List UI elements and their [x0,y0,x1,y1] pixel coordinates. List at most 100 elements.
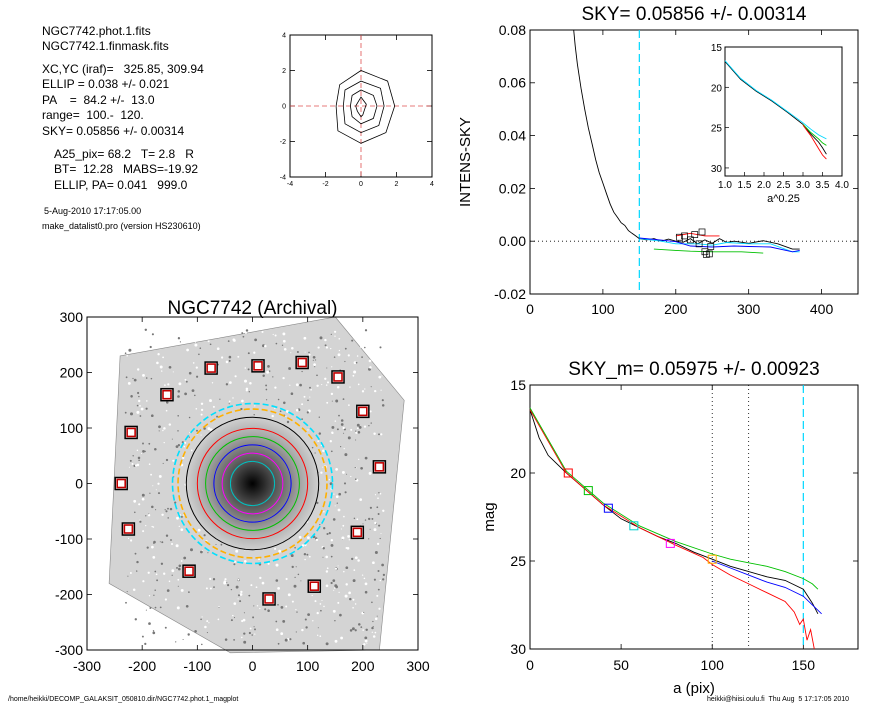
image-speck [149,345,152,349]
image-speck [230,619,233,622]
image-speck [362,629,365,631]
image-speck [188,416,191,419]
image-speck [171,574,173,576]
sky-box-outer-10 [307,579,322,593]
image-speck [344,453,348,457]
image-speck [159,365,163,369]
image-speck [317,634,319,636]
image-speck [253,413,255,416]
image-speck [168,580,171,583]
contour-ytick-label: 0 [282,103,286,110]
isophote-ring-0 [171,402,334,565]
mag-xtick-label: 150 [792,657,816,673]
image-speck [348,404,350,406]
image-speck [315,538,319,542]
image-speck [148,595,151,597]
image-speck [317,440,320,442]
sky-box-inner-10 [309,581,320,591]
sky-box-outer-3 [331,370,345,384]
image-speck [242,335,245,338]
image-speck [177,430,179,432]
image-speck [138,459,140,462]
image-speck [142,374,145,377]
sky-ytick-label: 0.04 [499,128,526,144]
inset-series-2 [802,124,827,160]
image-speck [337,353,341,357]
image-speck [360,331,363,334]
image-speck [282,332,286,336]
image-speck [376,615,378,617]
image-speck [127,381,131,385]
image-speck [156,579,159,582]
image-speck [338,349,341,352]
image-speck [330,581,333,585]
image-speck [174,624,177,627]
image-speck [165,534,169,537]
image-speck [159,541,161,543]
image-ytick-label: -100 [55,531,83,547]
image-speck [200,408,204,412]
image-speck [326,532,329,536]
image-speck [334,335,336,337]
inset-ytick-label: 20 [711,83,723,94]
image-speck [363,577,366,580]
image-speck [382,578,385,581]
image-speck [207,552,209,554]
image-speck [139,629,141,631]
image-speck [252,616,255,619]
image-speck [376,594,379,597]
image-speck [356,423,360,427]
image-speck [313,363,316,366]
image-speck [194,629,197,633]
image-speck [361,390,365,393]
image-speck [144,328,147,331]
image-speck [364,456,368,460]
image-speck [156,361,159,365]
image-speck [331,400,333,402]
image-speck [145,407,148,410]
image-speck [141,493,145,497]
image-speck [178,564,182,568]
image-speck [323,605,325,608]
image-speck [224,638,228,641]
image-speck [134,464,138,467]
image-speck [200,413,203,416]
image-speck [379,492,382,495]
image-speck [188,371,192,375]
image-speck [334,567,338,570]
image-speck [183,556,187,560]
image-speck [200,402,204,406]
image-speck [212,578,216,581]
image-speck [347,354,350,357]
image-speck [244,331,247,334]
image-speck [177,337,181,340]
image-speck [319,635,322,637]
image-speck [128,348,132,352]
image-speck [172,371,174,373]
image-speck [378,524,381,527]
image-speck [171,569,175,573]
image-speck [243,559,247,563]
image-speck [248,631,252,635]
image-speck [151,333,154,336]
sky-box-outer-8 [182,564,196,578]
image-speck [164,626,167,629]
image-speck [331,366,333,368]
sky-box-outer-12 [372,460,387,474]
image-speck [161,541,164,544]
image-speck [177,633,179,635]
image-speck [339,613,342,617]
image-speck [307,536,310,540]
image-speck [173,336,176,340]
image-speck [178,525,180,528]
image-speck [361,330,363,332]
image-speck [285,605,288,608]
sky-box-outer-11 [350,525,365,540]
image-speck [363,425,367,428]
image-speck [201,643,203,646]
image-speck [184,378,187,381]
image-speck [156,615,158,617]
image-speck [183,445,186,448]
sky-marker-2 [687,236,694,244]
image-speck [169,618,171,621]
